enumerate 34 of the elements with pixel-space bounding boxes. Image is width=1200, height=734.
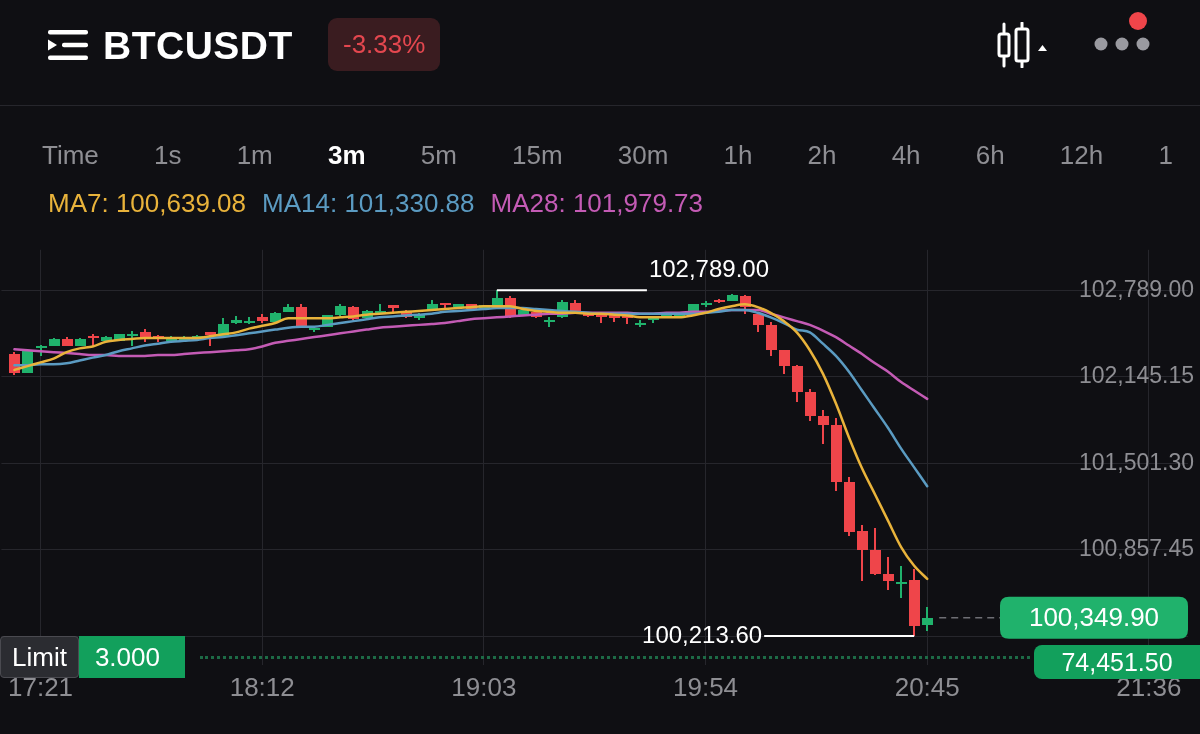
annotation: 102,789.00 xyxy=(648,254,770,282)
annotation: Limit xyxy=(12,642,67,672)
text: MA28: 101,979.73 xyxy=(490,188,704,218)
x-tick-label: 17:21 xyxy=(7,671,74,702)
y-tick-label: 102,145.15 xyxy=(1078,362,1194,389)
text: 5m xyxy=(420,140,457,170)
text: 12h xyxy=(1059,140,1104,170)
text: 4h xyxy=(891,140,921,170)
chart-subtitle: -3.33% xyxy=(343,29,426,59)
text: 1s xyxy=(153,140,182,170)
annotation: 3.000 xyxy=(94,642,160,672)
text: Time xyxy=(42,140,99,170)
chart-title: BTCUSDT xyxy=(103,24,293,67)
text: 6h xyxy=(975,140,1005,170)
annotation: 74,451.50 xyxy=(1061,648,1173,676)
x-tick-label: 19:54 xyxy=(673,671,739,702)
x-tick-label: 20:45 xyxy=(894,671,960,702)
text: 3m xyxy=(327,140,366,170)
text: MA7: 100,639.08 xyxy=(48,188,247,218)
y-tick-label: 101,501.30 xyxy=(1078,448,1194,475)
x-tick-label: 19:03 xyxy=(451,671,517,702)
x-tick-label: 18:12 xyxy=(229,671,295,702)
candlestick xyxy=(896,566,907,598)
text: 30m xyxy=(617,140,669,170)
text: 1h xyxy=(723,140,753,170)
text: 1 xyxy=(1158,140,1173,170)
text: 2h xyxy=(807,140,837,170)
text: 1m xyxy=(236,140,273,170)
y-tick-label: 102,789.00 xyxy=(1078,275,1194,302)
text: 15m xyxy=(511,140,563,170)
ref-line-label: 100,349.90 xyxy=(1028,601,1160,632)
y-tick-label: 100,857.45 xyxy=(1078,534,1194,561)
text: MA14: 101,330.88 xyxy=(262,188,475,218)
annotation: 100,213.60 xyxy=(642,620,763,648)
